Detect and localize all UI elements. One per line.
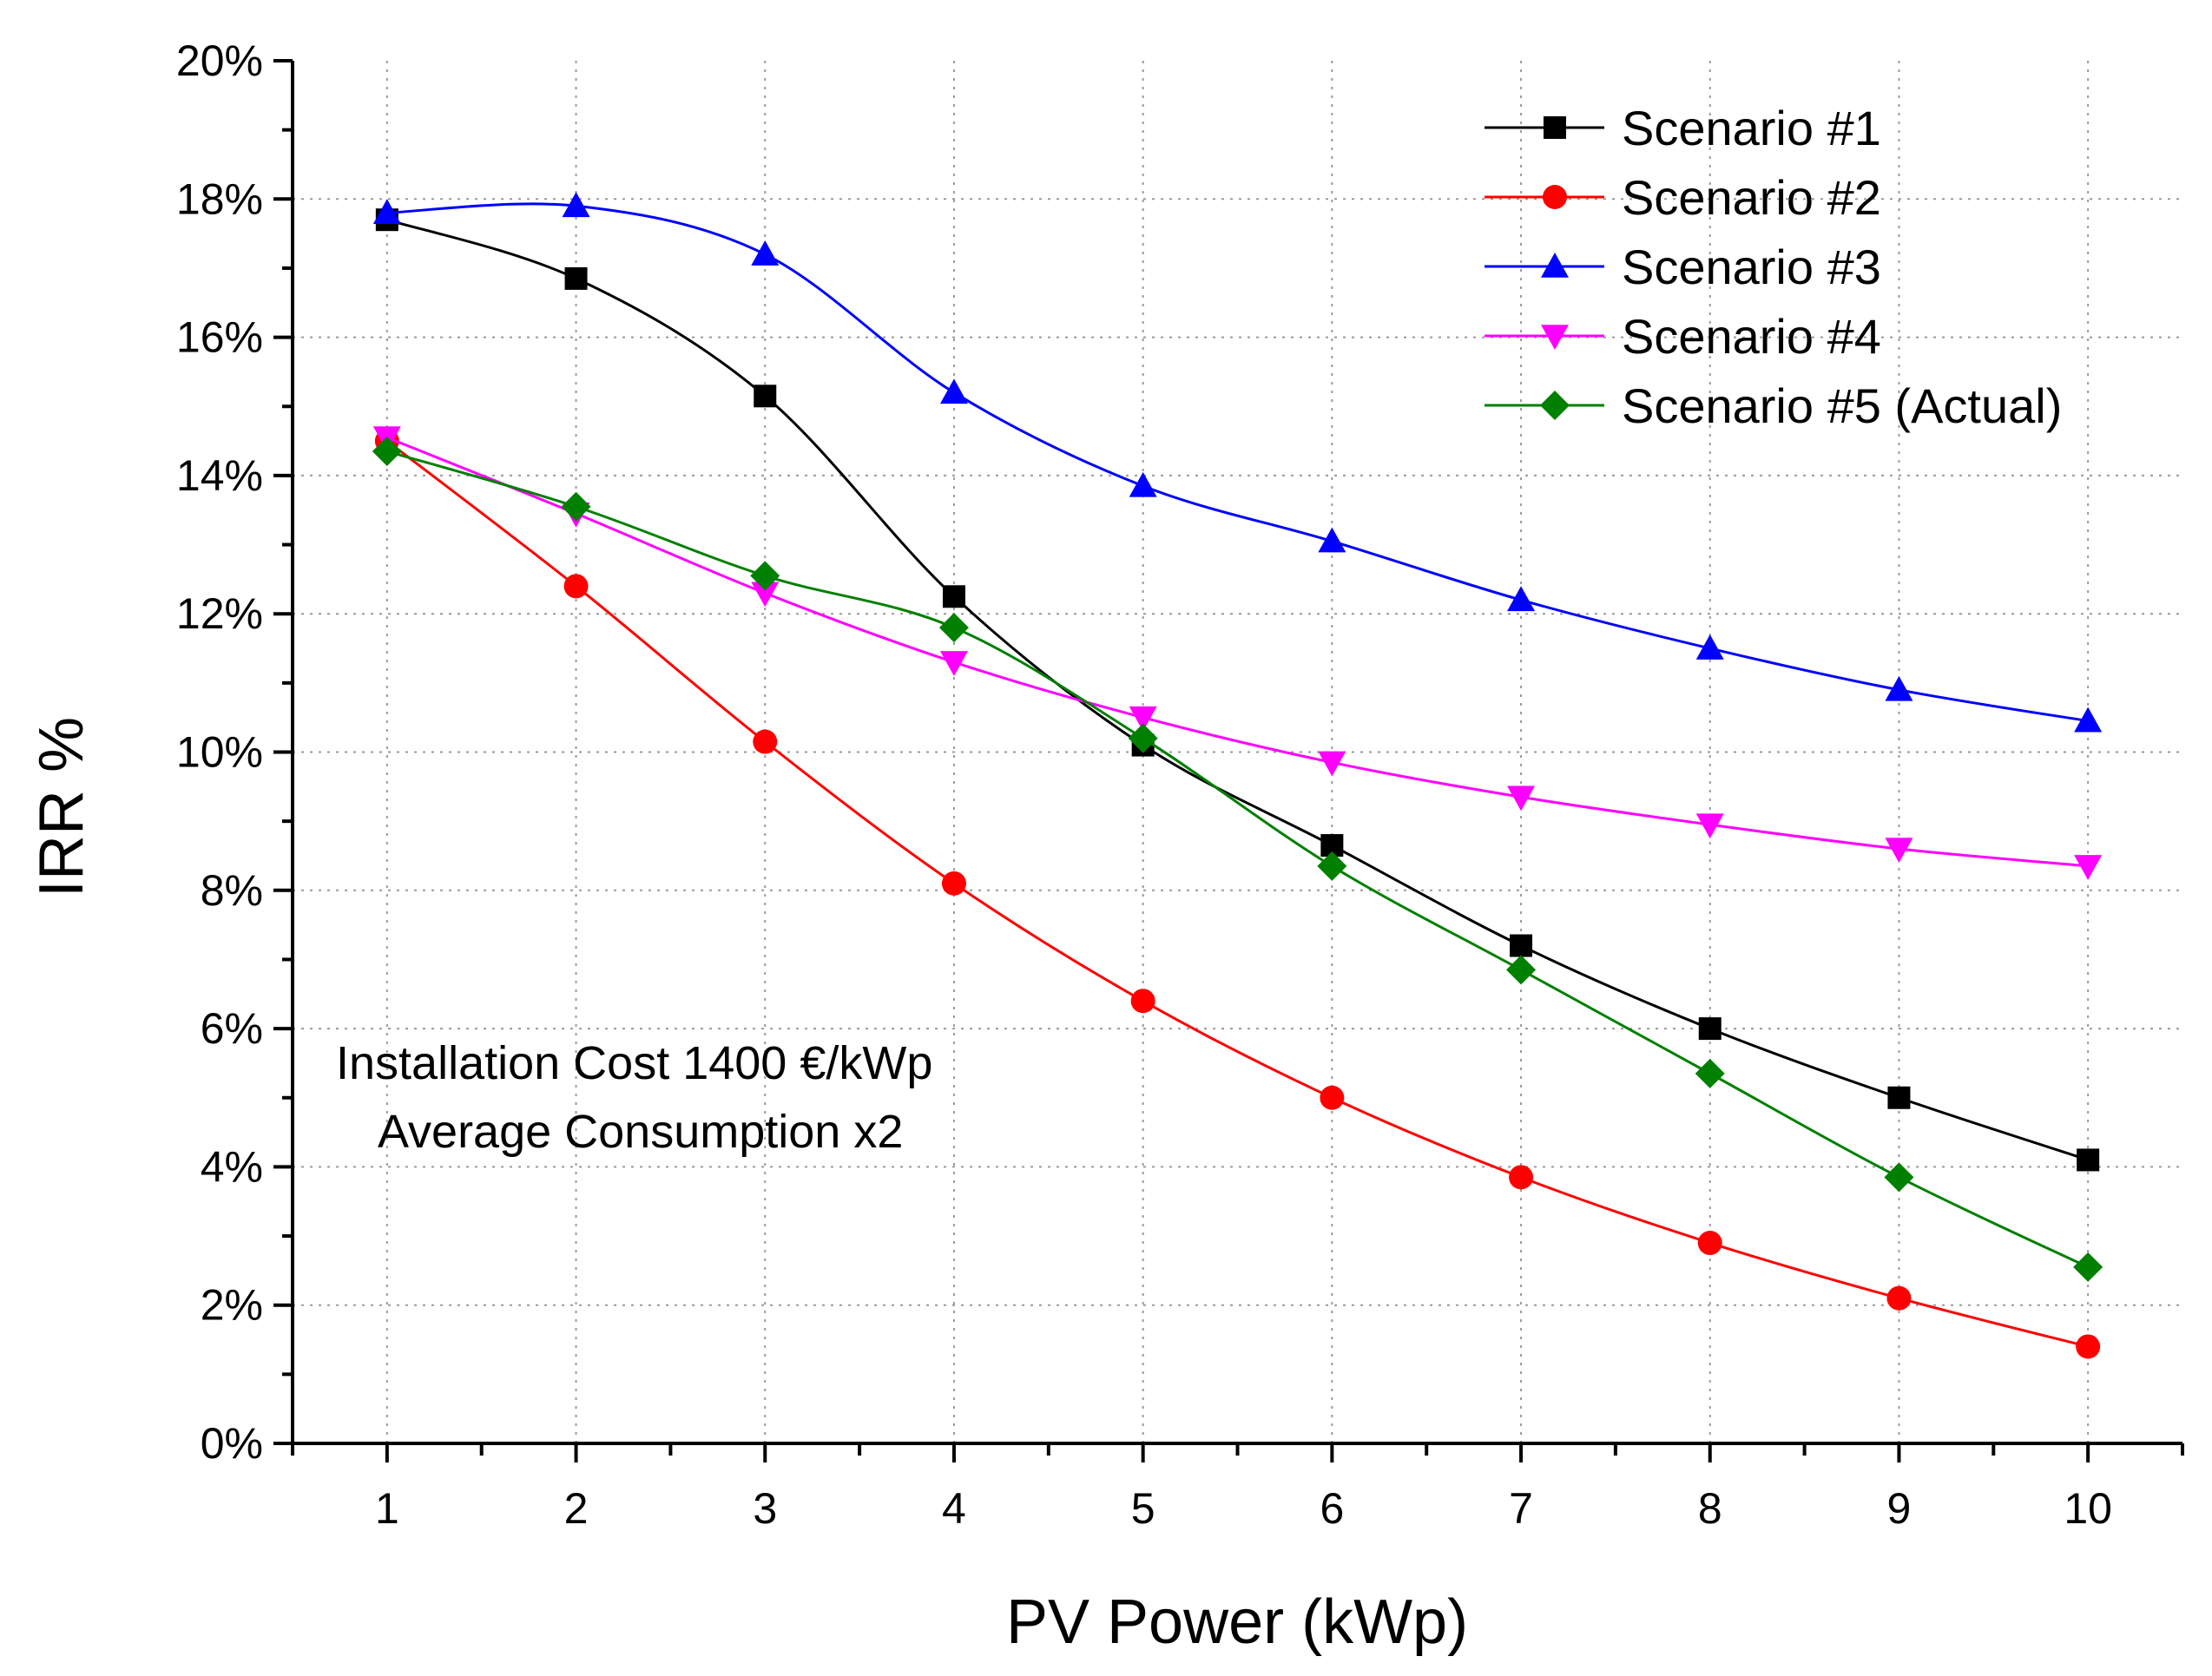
series-2-point-5: [1130, 989, 1155, 1014]
legend: Scenario #1 Scenario #2 Scenario #3 Scenari…: [1485, 101, 2062, 433]
axis-layer: 0% 2% 4% 6% 8% 10% 12% 14% 16% 18% 20% 1 2 3 4 5 6 7 8 9 10: [176, 36, 2184, 1533]
legend-marker-5: [1540, 391, 1570, 420]
series-3-point-7: [1507, 586, 1536, 612]
series-3-line: [386, 202, 2089, 723]
series-1-point-7: [1510, 934, 1533, 957]
series-5-point-10: [2073, 1252, 2103, 1282]
series-1-point-8: [1698, 1017, 1722, 1041]
legend-entry-2: Scenario #2: [1485, 170, 1881, 225]
x-tick-label-10: 10: [2064, 1484, 2112, 1533]
series-3-point-6: [1318, 527, 1346, 553]
y-tick-label-18pct: 18%: [176, 174, 263, 223]
annotation-installation-cost: Installation Cost 1400 €/kWp: [336, 1037, 932, 1089]
series-1-point-10: [2077, 1148, 2100, 1172]
series-4-point-10: [2074, 855, 2103, 880]
x-tick-label-1: 1: [375, 1484, 399, 1533]
series-2-point-4: [941, 871, 966, 896]
x-tick-label-4: 4: [942, 1484, 966, 1533]
series-5-point-5: [1128, 723, 1158, 753]
legend-marker-2: [1543, 185, 1567, 209]
series-2-point-2: [563, 574, 589, 599]
annotation-average-consumption: Average Consumption x2: [378, 1106, 903, 1158]
series-5-point-9: [1884, 1162, 1914, 1193]
x-tick-label-8: 8: [1698, 1484, 1722, 1533]
series-3: [372, 192, 2103, 733]
legend-marker-1: [1544, 116, 1566, 139]
x-tick-label-2: 2: [564, 1484, 589, 1533]
series-4-point-6: [1318, 751, 1346, 777]
series-4-line: [386, 436, 2089, 868]
legend-label-4: Scenario #4: [1622, 309, 1881, 364]
series-5-point-8: [1695, 1058, 1725, 1088]
legend-entry-5: Scenario #5 (Actual): [1485, 378, 2062, 433]
series-5-point-2: [561, 491, 591, 522]
series-layer: [372, 192, 2103, 1359]
series-4-point-7: [1507, 785, 1536, 812]
legend-entry-1: Scenario #1: [1485, 101, 1881, 155]
series-5-point-7: [1506, 955, 1537, 985]
y-tick-label-8pct: 8%: [201, 866, 263, 915]
series-5-point-1: [372, 437, 402, 467]
y-tick-label-10pct: 10%: [176, 728, 263, 777]
series-1-point-3: [754, 384, 777, 408]
series-2-point-10: [2076, 1334, 2101, 1359]
series-5-point-4: [938, 613, 969, 643]
x-axis-title: PV Power (kWp): [1006, 1587, 1468, 1657]
legend-marker-4: [1541, 325, 1569, 350]
legend-label-2: Scenario #2: [1622, 170, 1881, 225]
legend-label-3: Scenario #3: [1622, 240, 1881, 294]
series-3-point-8: [1695, 634, 1724, 660]
y-tick-label-6pct: 6%: [201, 1004, 263, 1053]
series-4-point-5: [1129, 706, 1157, 732]
legend-entry-4: Scenario #4: [1485, 309, 1881, 364]
x-tick-label-5: 5: [1131, 1484, 1155, 1533]
y-tick-label-20pct: 20%: [176, 36, 263, 85]
legend-label-5: Scenario #5 (Actual): [1622, 378, 2062, 433]
series-2-point-8: [1697, 1231, 1722, 1256]
series-1-point-2: [564, 266, 588, 290]
series-5: [372, 437, 2103, 1282]
x-tick-label-6: 6: [1320, 1484, 1344, 1533]
series-3-point-1: [372, 199, 401, 225]
series-2-point-7: [1509, 1165, 1534, 1190]
series-4-point-4: [939, 651, 968, 676]
legend-marker-3: [1541, 253, 1569, 278]
x-tick-label-9: 9: [1887, 1484, 1912, 1533]
series-1-point-9: [1887, 1086, 1911, 1109]
x-tick-label-7: 7: [1509, 1484, 1533, 1533]
y-tick-label-4pct: 4%: [201, 1142, 263, 1191]
series-2-line: [385, 439, 2089, 1348]
series-2-point-9: [1886, 1285, 1912, 1311]
y-axis-title: IRR %: [27, 717, 96, 897]
series-4-point-9: [1885, 838, 1913, 864]
legend-entry-3: Scenario #3: [1485, 240, 1881, 294]
series-3-point-9: [1885, 675, 1913, 701]
series-3-point-10: [2074, 707, 2103, 733]
y-tick-label-2pct: 2%: [201, 1281, 263, 1330]
series-4: [372, 426, 2103, 880]
series-3-point-4: [939, 378, 968, 404]
legend-label-1: Scenario #1: [1622, 101, 1881, 155]
series-3-point-3: [751, 240, 780, 266]
y-tick-label-0pct: 0%: [201, 1419, 263, 1468]
y-tick-label-12pct: 12%: [176, 589, 263, 638]
grid-layer: [293, 61, 2182, 1443]
series-4-point-8: [1695, 813, 1724, 839]
series-1-point-4: [942, 585, 965, 608]
x-tick-label-3: 3: [753, 1484, 777, 1533]
series-3-point-2: [562, 192, 590, 218]
series-5-point-6: [1317, 851, 1347, 881]
series-5-line: [386, 450, 2089, 1269]
series-2-point-3: [753, 729, 778, 754]
series-2: [374, 429, 2101, 1359]
y-tick-label-16pct: 16%: [176, 313, 263, 362]
series-5-point-3: [750, 561, 780, 591]
series-4-point-3: [751, 582, 780, 608]
y-tick-label-14pct: 14%: [176, 451, 263, 500]
series-2-point-6: [1320, 1085, 1345, 1110]
series-3-point-5: [1129, 471, 1157, 497]
